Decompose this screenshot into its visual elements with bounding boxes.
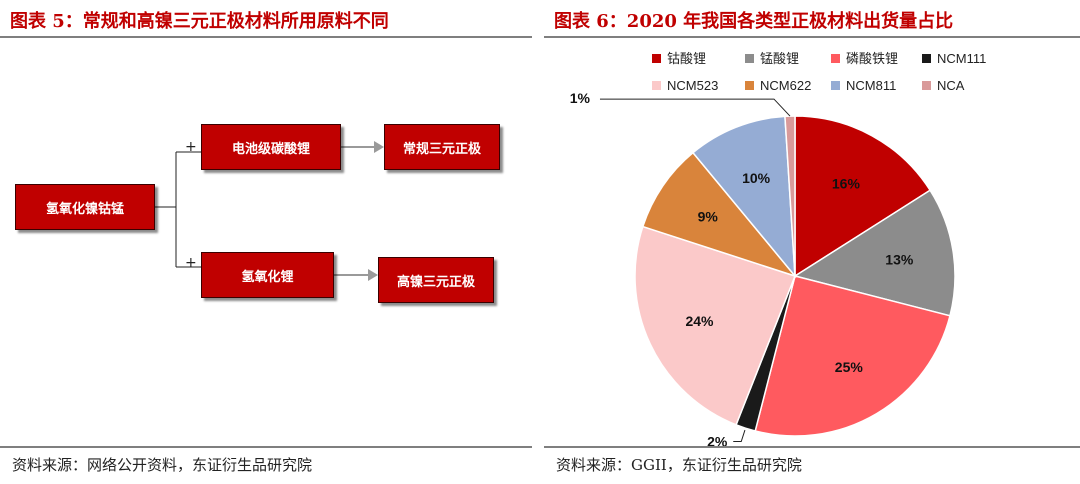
pie-slice-- [793, 189, 956, 317]
data-label--: 16% [832, 176, 861, 192]
legend-swatch-2 [745, 54, 754, 63]
legend-label-4: NCM111 [937, 51, 986, 66]
high-nickel-cathode-box: 高镍三元正极 [378, 257, 494, 303]
data-label-ncm523: 24% [685, 313, 714, 329]
pie-slice-- [794, 115, 932, 278]
data-label-ncm811: 10% [742, 170, 771, 186]
pie-chart: 钴酸锂 锰酸锂 磷酸铁锂 NCM111 NCM523 NCM622 NCM811 NCA 16%… [570, 51, 987, 447]
legend-swatch-7 [831, 81, 840, 90]
source-divider [544, 446, 1080, 448]
legend-label-1: 钴酸锂 [667, 51, 706, 66]
leader-line-nca [599, 98, 791, 117]
data-label-ncm111: 2% [707, 434, 728, 447]
right-panel: 图表 6：2020 年我国各类型正极材料出货量占比 钴酸锂 锰酸锂 磷酸铁锂 NCM1… [544, 0, 1080, 484]
data-label-ncm622: 9% [698, 209, 719, 225]
legend-label-8: NCA [937, 78, 965, 93]
legend-swatch-1 [652, 54, 661, 63]
legend-swatch-4 [922, 54, 931, 63]
left-panel: 图表 5：常规和高镍三元正极材料所用原料不同 + + 氢氧化镍钴锰 电池级碳酸锂… [0, 0, 532, 484]
pie-slice-nca [784, 115, 796, 277]
leader-line-ncm111 [733, 429, 746, 442]
flow-connectors [155, 141, 384, 281]
figure-6-source: 资料来源：GGII，东证衍生品研究院 [556, 456, 802, 474]
title-divider [544, 36, 1080, 38]
conventional-cathode-box: 常规三元正极 [384, 124, 500, 170]
root-material-box: 氢氧化镍钴锰 [15, 184, 155, 230]
figure-6-title: 图表 6：2020 年我国各类型正极材料出货量占比 [554, 11, 954, 32]
legend-swatch-5 [652, 81, 661, 90]
data-label-nca: 1% [570, 90, 591, 106]
pie-slice-ncm523 [634, 225, 796, 426]
legend-label-6: NCM622 [760, 78, 811, 93]
lithium-hydroxide-box: 氢氧化锂 [201, 252, 334, 298]
figure-5-source: 资料来源：网络公开资料，东证衍生品研究院 [12, 456, 313, 474]
legend-label-7: NCM811 [846, 78, 896, 93]
legend-swatch-3 [831, 54, 840, 63]
pie-slice-ncm622 [641, 151, 798, 278]
data-label--: 13% [885, 252, 914, 268]
legend-label-5: NCM523 [667, 78, 718, 93]
title-divider [0, 36, 532, 38]
plus-sign-bottom: + [185, 255, 197, 271]
pie-slice-ncm811 [691, 115, 796, 279]
legend-label-3: 磷酸铁锂 [846, 51, 898, 66]
data-label--: 25% [835, 359, 864, 375]
legend-swatch-6 [745, 81, 754, 90]
source-divider [0, 446, 532, 448]
pie-slice-- [754, 275, 951, 437]
plus-sign-top: + [185, 139, 197, 155]
legend-label-2: 锰酸锂 [760, 51, 799, 66]
lithium-carbonate-box: 电池级碳酸锂 [201, 124, 341, 170]
legend-swatch-8 [922, 81, 931, 90]
figure-5-title: 图表 5：常规和高镍三元正极材料所用原料不同 [10, 11, 389, 32]
